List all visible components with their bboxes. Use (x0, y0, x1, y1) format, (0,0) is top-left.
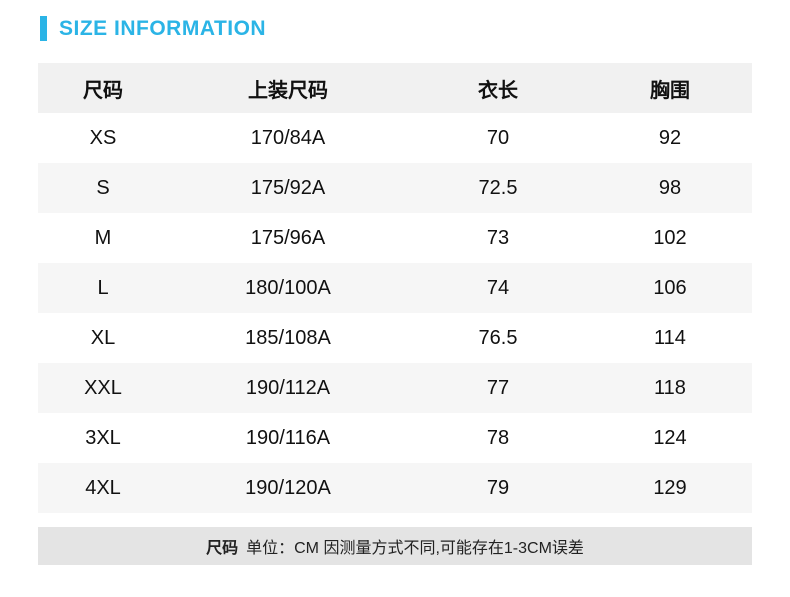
section-header: SIZE INFORMATION (40, 16, 790, 41)
cell-size: M (94, 226, 112, 249)
cell-garment-length: 70 (486, 126, 510, 149)
footer-note-text: 单位：CM 因测量方式不同,可能存在1-3CM误差 (246, 540, 584, 557)
cell-chest: 124 (653, 426, 687, 449)
table-row: XXL 190/112A 77 118 (38, 363, 752, 413)
cell-chest: 98 (658, 176, 682, 199)
cell-garment-length: 76.5 (478, 326, 518, 349)
title-accent-bar (40, 16, 47, 41)
cell-size: XXL (84, 376, 122, 399)
cell-top-size: 190/116A (245, 426, 331, 449)
cell-garment-length: 74 (486, 276, 510, 299)
table-row: S 175/92A 72.5 98 (38, 163, 752, 213)
cell-size: XL (90, 326, 116, 349)
cell-top-size: 170/84A (250, 126, 326, 149)
cell-garment-length: 79 (486, 476, 510, 499)
cell-chest: 92 (658, 126, 682, 149)
table-row: 4XL 190/120A 79 129 (38, 463, 752, 513)
cell-chest: 129 (653, 476, 687, 499)
cell-chest: 114 (654, 326, 686, 349)
cell-garment-length: 73 (486, 226, 510, 249)
cell-top-size: 190/120A (245, 476, 331, 499)
footer-note-label: 尺码 (206, 540, 239, 557)
cell-garment-length: 77 (486, 376, 510, 399)
cell-top-size: 180/100A (245, 276, 331, 299)
cell-chest: 118 (654, 376, 686, 399)
table-row: XL 185/108A 76.5 114 (38, 313, 752, 363)
table-row: L 180/100A 74 106 (38, 263, 752, 313)
table-header-row: 尺码 上装尺码 衣长 胸围 (38, 63, 752, 113)
footer-note: 尺码 单位：CM 因测量方式不同,可能存在1-3CM误差 (38, 527, 752, 565)
column-header-garment-length: 衣长 (408, 63, 588, 113)
table-row: 3XL 190/116A 78 124 (38, 413, 752, 463)
column-header-chest: 胸围 (588, 63, 752, 113)
column-header-top-size: 上装尺码 (168, 63, 408, 113)
cell-garment-length: 72.5 (478, 176, 518, 199)
section-title: SIZE INFORMATION (59, 16, 267, 40)
size-table: 尺码 上装尺码 衣长 胸围 XS 170/84A 70 92 S 175/92A… (38, 63, 752, 513)
column-header-size: 尺码 (38, 63, 168, 113)
cell-top-size: 185/108A (245, 326, 331, 349)
cell-size: XS (89, 126, 117, 149)
cell-top-size: 190/112A (245, 376, 331, 399)
cell-top-size: 175/92A (250, 176, 326, 199)
cell-garment-length: 78 (486, 426, 510, 449)
cell-chest: 106 (653, 276, 687, 299)
table-row: XS 170/84A 70 92 (38, 113, 752, 163)
cell-size: L (97, 276, 109, 299)
cell-size: 3XL (85, 426, 121, 449)
cell-top-size: 175/96A (250, 226, 326, 249)
cell-chest: 102 (653, 226, 687, 249)
cell-size: 4XL (85, 476, 121, 499)
cell-size: S (96, 176, 110, 199)
table-row: M 175/96A 73 102 (38, 213, 752, 263)
